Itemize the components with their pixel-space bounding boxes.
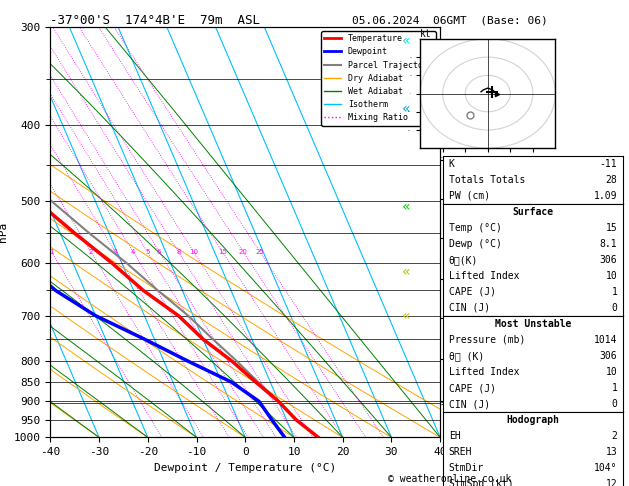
Text: 1.09: 1.09 (594, 191, 617, 201)
Text: Most Unstable: Most Unstable (495, 319, 571, 329)
Text: 2: 2 (89, 249, 93, 255)
Text: «: « (401, 200, 410, 213)
Text: Lifted Index: Lifted Index (448, 367, 519, 377)
Text: 12: 12 (606, 479, 617, 486)
Text: 10: 10 (189, 249, 198, 255)
Text: 05.06.2024  06GMT  (Base: 06): 05.06.2024 06GMT (Base: 06) (352, 16, 548, 26)
Text: StmDir: StmDir (448, 463, 484, 473)
Text: 2: 2 (611, 431, 617, 441)
Text: 20: 20 (239, 249, 248, 255)
X-axis label: Dewpoint / Temperature (°C): Dewpoint / Temperature (°C) (154, 463, 337, 473)
Text: Pressure (mb): Pressure (mb) (448, 335, 525, 345)
Text: K: K (448, 158, 455, 169)
Text: Dewp (°C): Dewp (°C) (448, 239, 501, 249)
Text: «: « (401, 103, 410, 116)
Text: 15: 15 (606, 223, 617, 233)
Text: θᴁ(K): θᴁ(K) (448, 255, 478, 265)
Text: 1014: 1014 (594, 335, 617, 345)
Text: 28: 28 (606, 174, 617, 185)
Text: 1: 1 (611, 287, 617, 297)
Text: 25: 25 (255, 249, 264, 255)
Text: 8.1: 8.1 (599, 239, 617, 249)
Text: Totals Totals: Totals Totals (448, 174, 525, 185)
Text: Hodograph: Hodograph (506, 415, 559, 425)
Text: -37°00'S  174°4B'E  79m  ASL: -37°00'S 174°4B'E 79m ASL (50, 14, 260, 27)
Text: «: « (401, 265, 410, 279)
Text: =1LCL: =1LCL (440, 399, 465, 408)
Text: CIN (J): CIN (J) (448, 399, 490, 409)
Text: PW (cm): PW (cm) (448, 191, 490, 201)
Text: 10: 10 (606, 271, 617, 281)
Text: 10: 10 (606, 367, 617, 377)
Text: «: « (401, 35, 410, 48)
Text: 1: 1 (611, 383, 617, 393)
Text: CIN (J): CIN (J) (448, 303, 490, 313)
Text: Lifted Index: Lifted Index (448, 271, 519, 281)
Text: 6: 6 (157, 249, 161, 255)
Text: 3: 3 (113, 249, 117, 255)
Text: 4: 4 (131, 249, 135, 255)
Text: StmSpd (kt): StmSpd (kt) (448, 479, 513, 486)
Text: 104°: 104° (594, 463, 617, 473)
Text: 8: 8 (176, 249, 181, 255)
Text: EH: EH (448, 431, 460, 441)
Text: 1: 1 (49, 249, 53, 255)
Text: 306: 306 (599, 255, 617, 265)
Legend: Temperature, Dewpoint, Parcel Trajectory, Dry Adiabat, Wet Adiabat, Isotherm, Mi: Temperature, Dewpoint, Parcel Trajectory… (321, 31, 436, 125)
Text: 5: 5 (145, 249, 149, 255)
Text: 13: 13 (606, 447, 617, 457)
Text: Surface: Surface (513, 207, 554, 217)
Text: CAPE (J): CAPE (J) (448, 383, 496, 393)
Text: 15: 15 (218, 249, 226, 255)
Text: -11: -11 (599, 158, 617, 169)
Text: 306: 306 (599, 351, 617, 361)
Text: CAPE (J): CAPE (J) (448, 287, 496, 297)
Y-axis label: km
ASL: km ASL (461, 223, 483, 241)
Y-axis label: hPa: hPa (0, 222, 8, 242)
Text: θᴁ (K): θᴁ (K) (448, 351, 484, 361)
Text: 0: 0 (611, 399, 617, 409)
Text: SREH: SREH (448, 447, 472, 457)
Text: «: « (401, 309, 410, 323)
Text: © weatheronline.co.uk: © weatheronline.co.uk (388, 473, 511, 484)
Text: Temp (°C): Temp (°C) (448, 223, 501, 233)
Text: 0: 0 (611, 303, 617, 313)
Text: kt: kt (420, 29, 432, 39)
